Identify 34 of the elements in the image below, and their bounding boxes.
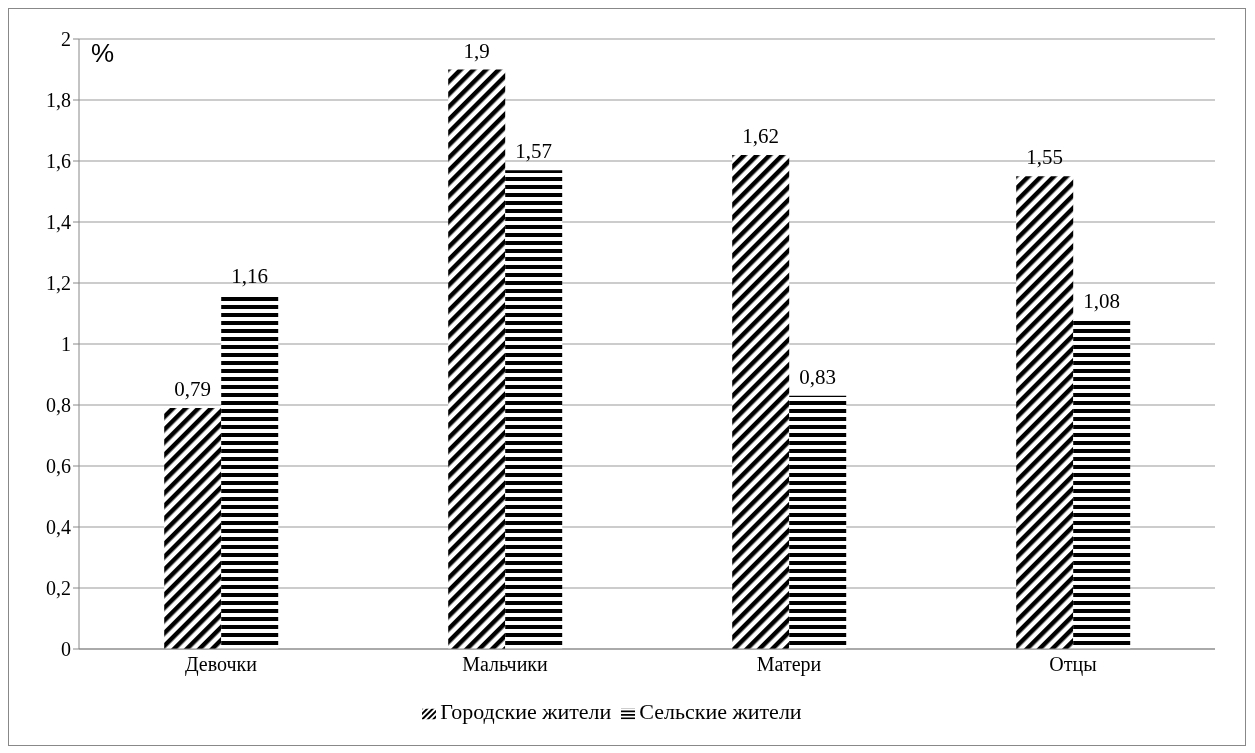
x-tick-label: Девочки: [184, 653, 258, 677]
legend-label: Городские жители: [440, 699, 612, 724]
y-tick-label: 1,6: [46, 150, 71, 173]
y-axis-title: %: [90, 38, 114, 69]
data-label: 1,57: [515, 139, 553, 164]
y-tick-label: 1,8: [46, 89, 71, 112]
y-tick-label: 0: [61, 638, 71, 661]
x-tick-label: Матери: [756, 653, 822, 677]
y-tick-label: 1,4: [46, 211, 71, 234]
data-label: 1,08: [1083, 288, 1121, 313]
bar: [732, 154, 790, 649]
bar: [1016, 176, 1074, 649]
bar: [448, 69, 506, 649]
y-tick-label: 0,8: [46, 394, 71, 417]
y-tick-label: 0,4: [46, 516, 71, 539]
bar: [164, 408, 222, 649]
x-tick-label: Отцы: [1049, 653, 1097, 677]
bar: [789, 395, 847, 649]
y-tick-label: 1,2: [46, 272, 71, 295]
y-tick-label: 1: [61, 333, 71, 356]
data-label: 1,62: [742, 123, 780, 148]
legend-label: Сельские жители: [639, 699, 802, 724]
bar: [1073, 319, 1131, 649]
data-label: 1,55: [1026, 145, 1064, 170]
y-tick-label: 0,6: [46, 455, 71, 478]
data-label: 1,16: [231, 264, 269, 289]
data-label: 1,9: [463, 38, 490, 63]
y-tick-label: 0,2: [46, 577, 71, 600]
bar: [505, 170, 563, 649]
data-label: 0,83: [799, 364, 837, 389]
x-tick-label: Мальчики: [462, 653, 549, 676]
data-label: 0,79: [174, 377, 212, 402]
y-tick-label: 2: [61, 28, 71, 51]
bar: [221, 295, 279, 649]
